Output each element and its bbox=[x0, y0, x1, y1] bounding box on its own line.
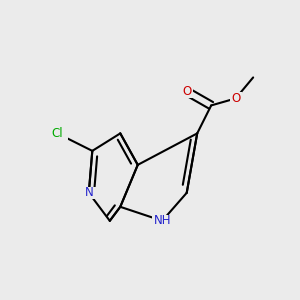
Text: O: O bbox=[182, 85, 191, 98]
Bar bbox=[230, 92, 242, 104]
Text: Cl: Cl bbox=[52, 127, 63, 140]
Bar bbox=[152, 215, 173, 227]
Text: O: O bbox=[231, 92, 240, 105]
Bar bbox=[82, 187, 96, 199]
Text: N: N bbox=[84, 186, 93, 199]
Bar bbox=[181, 85, 193, 98]
Bar bbox=[47, 127, 68, 140]
Text: NH: NH bbox=[154, 214, 171, 227]
